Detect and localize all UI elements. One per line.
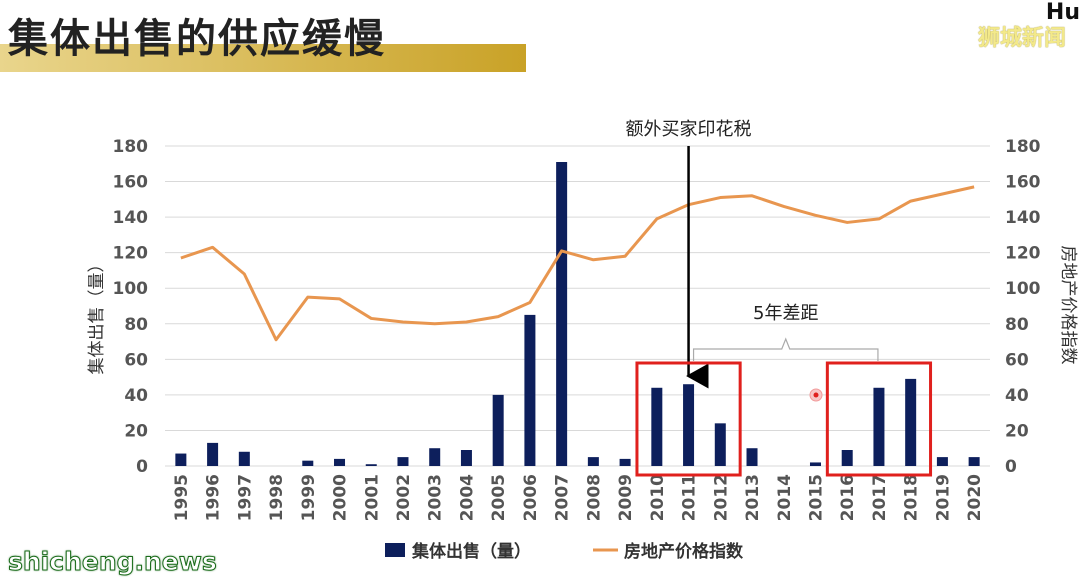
highlight-box-1 — [635, 361, 742, 477]
left-axis-ticks: 0 20 40 60 80 100 120 140 160 180 — [113, 137, 149, 477]
x-tick-label: 2012 — [711, 474, 731, 521]
legend-label-line: 房地产价格指数 — [624, 541, 744, 562]
watermark: shicheng.news — [8, 547, 218, 577]
x-tick-label: 2009 — [616, 474, 636, 521]
x-tick-label: 2000 — [331, 474, 351, 521]
bar — [397, 457, 409, 466]
bar — [841, 450, 853, 466]
bar — [460, 450, 472, 466]
y-tick-label: 160 — [113, 173, 149, 193]
y2-tick-label: 100 — [1005, 279, 1041, 299]
bar — [524, 314, 536, 466]
x-axis-ticks: 1995 1996 1997 1998 1999 2000 2001 2002 2003 2004… — [172, 474, 985, 521]
x-tick-label: 2004 — [457, 474, 477, 521]
x-tick-label: 2011 — [680, 474, 700, 521]
highlight-box-2 — [825, 361, 933, 477]
x-tick-label: 2017 — [870, 474, 890, 521]
y2-tick-label: 180 — [1005, 137, 1041, 157]
x-tick-label: 1999 — [299, 474, 319, 521]
y2-tick-label: 80 — [1005, 315, 1029, 335]
x-tick-label: 2005 — [489, 474, 509, 521]
y-tick-label: 120 — [113, 244, 149, 264]
bar — [683, 384, 695, 466]
bar — [556, 162, 568, 466]
y-tick-label: 60 — [124, 350, 148, 370]
gap-brace — [692, 337, 879, 361]
legend-label-bars: 集体出售（量） — [411, 541, 531, 562]
y-tick-label: 80 — [124, 315, 148, 335]
gridlines — [165, 145, 990, 467]
bar — [873, 387, 885, 466]
y-tick-label: 180 — [113, 137, 149, 157]
title-underline-bar — [0, 44, 526, 72]
left-axis-title: 集体出售（量） — [87, 256, 107, 375]
x-tick-label: 1998 — [267, 474, 287, 521]
pointer-dot-center — [813, 392, 819, 398]
y2-tick-label: 160 — [1005, 173, 1041, 193]
brand-logo: 狮城新闻 — [977, 26, 1066, 51]
index-line — [180, 185, 975, 342]
bar-series — [175, 162, 980, 466]
legend-swatch-bars — [385, 543, 405, 557]
x-tick-label: 2013 — [743, 474, 763, 521]
bar — [651, 387, 663, 466]
bar — [207, 442, 219, 466]
x-tick-label: 2015 — [806, 474, 826, 521]
x-tick-label: 2019 — [933, 474, 953, 521]
bar — [238, 451, 250, 466]
bar — [936, 457, 948, 466]
x-tick-label: 2007 — [553, 474, 573, 521]
bar — [968, 457, 980, 466]
right-axis-title: 房地产价格指数 — [1058, 246, 1078, 365]
bar — [619, 458, 631, 466]
x-tick-label: 1997 — [235, 474, 255, 521]
y-tick-label: 100 — [113, 279, 149, 299]
x-tick-label: 2001 — [362, 474, 382, 521]
page-title: 集体出售的供应缓慢 — [8, 16, 386, 62]
y-tick-label: 0 — [136, 457, 148, 477]
bar — [714, 423, 726, 466]
y-tick-label: 20 — [124, 421, 148, 441]
y2-tick-label: 140 — [1005, 208, 1041, 228]
x-tick-label: 1996 — [204, 474, 224, 521]
bar — [809, 462, 821, 466]
y-tick-label: 140 — [113, 208, 149, 228]
y2-tick-label: 120 — [1005, 244, 1041, 264]
x-tick-label: 2006 — [521, 474, 541, 521]
gap-label: 5年差距 — [753, 303, 818, 324]
bar — [746, 448, 758, 466]
x-tick-label: 2003 — [426, 474, 446, 521]
x-tick-label: 1995 — [172, 474, 192, 521]
legend: 集体出售（量） 房地产价格指数 — [385, 541, 744, 562]
x-tick-label: 2016 — [838, 474, 858, 521]
x-tick-label: 2014 — [775, 474, 795, 521]
bar — [365, 464, 377, 466]
y2-tick-label: 20 — [1005, 421, 1029, 441]
bar — [492, 394, 504, 466]
bar — [334, 458, 346, 466]
bar — [429, 448, 441, 466]
x-tick-label: 2002 — [394, 474, 414, 521]
bar — [302, 460, 314, 466]
arrow-label: 额外买家印花税 — [626, 119, 752, 140]
y2-tick-label: 40 — [1005, 386, 1029, 406]
bar — [905, 378, 917, 466]
bar — [587, 457, 599, 466]
y2-tick-label: 60 — [1005, 350, 1029, 370]
line-series — [180, 185, 975, 342]
annotations: 额外买家印花税 5年差距 — [626, 119, 933, 477]
y-tick-label: 40 — [124, 386, 148, 406]
brand-mark: Hu — [1045, 0, 1080, 25]
x-tick-label: 2020 — [965, 474, 985, 521]
right-axis-ticks: 0 20 40 60 80 100 120 140 160 180 — [1005, 137, 1041, 477]
x-tick-label: 2018 — [902, 474, 922, 521]
y2-tick-label: 0 — [1005, 457, 1017, 477]
x-tick-label: 2008 — [584, 474, 604, 521]
bar — [175, 453, 187, 466]
x-tick-label: 2010 — [648, 474, 668, 521]
